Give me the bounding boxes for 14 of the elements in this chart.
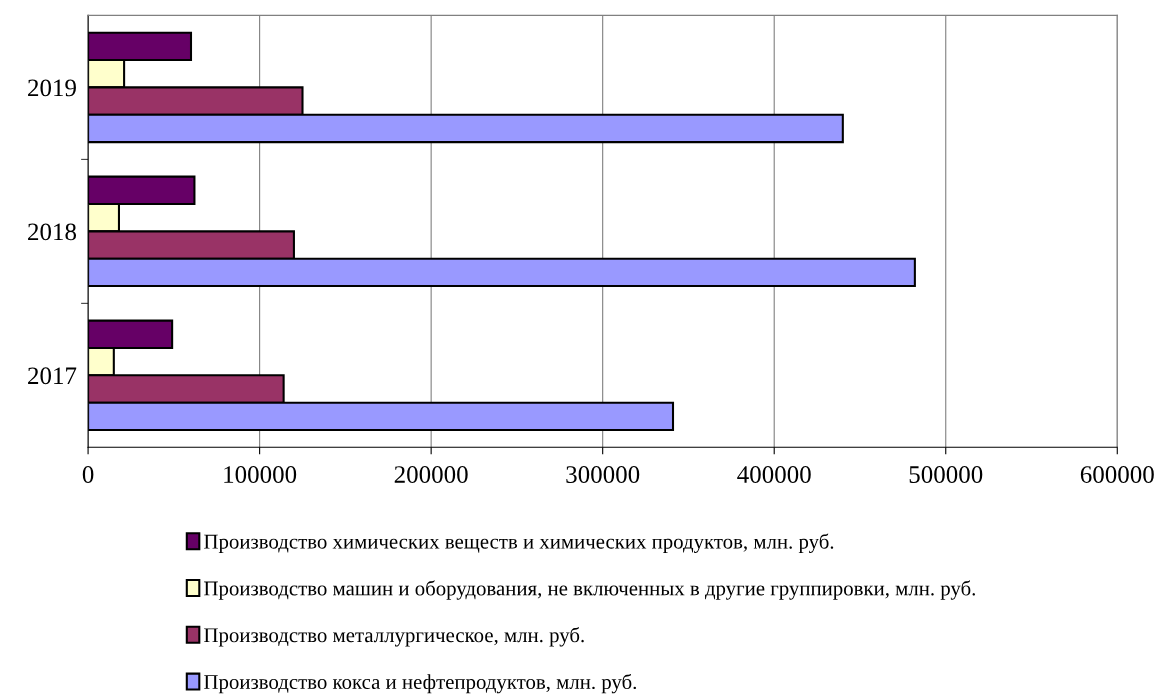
y-tick-label: 2019 bbox=[28, 79, 76, 97]
x-tick-label: 400000 bbox=[737, 466, 811, 483]
x-tick-label: 300000 bbox=[566, 466, 640, 483]
legend-label: Производство машин и оборудования, не включенных в другие группировки, млн. руб. bbox=[204, 580, 975, 600]
legend-label: Производство металлургическое, млн. руб. bbox=[204, 627, 584, 647]
y-tick-label: 2017 bbox=[28, 367, 77, 385]
x-tick-label: 100000 bbox=[224, 466, 297, 483]
y-tick-label: 2018 bbox=[28, 223, 77, 241]
x-tick-label: 600000 bbox=[1080, 466, 1154, 483]
x-tick-label: 500000 bbox=[909, 466, 983, 483]
legend-label: Производство химических веществ и химических продуктов, млн. руб. bbox=[204, 533, 834, 553]
legend-label: Производство кокса и нефтепродуктов, млн. руб. bbox=[204, 673, 636, 694]
x-tick-label: 200000 bbox=[394, 466, 468, 483]
x-tick-label: 0 bbox=[82, 466, 94, 483]
